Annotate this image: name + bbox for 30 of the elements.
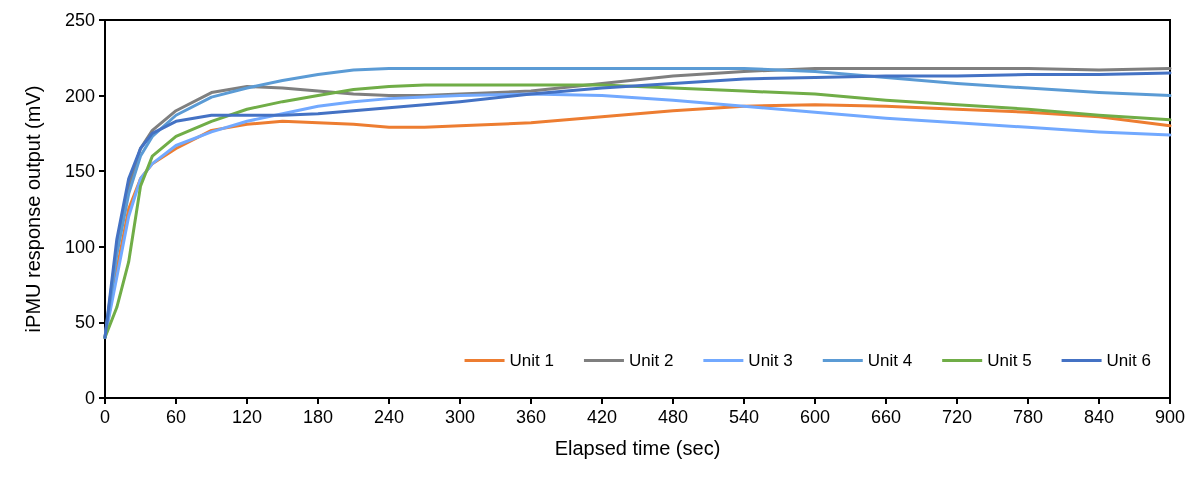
x-tick-label: 360 — [515, 407, 547, 427]
x-tick-label: 60 — [165, 407, 187, 427]
y-tick-label: 0 — [84, 388, 95, 408]
legend-label: Unit 6 — [1106, 351, 1152, 370]
x-tick-label: 780 — [1012, 407, 1044, 427]
legend-label: Unit 3 — [748, 351, 793, 370]
x-tick-label: 600 — [799, 407, 831, 427]
y-axis-title: iPMU response output (mV) — [22, 85, 44, 333]
legend-label: Unit 2 — [628, 351, 674, 370]
x-tick-label: 900 — [1154, 407, 1186, 427]
legend-label: Unit 1 — [509, 351, 554, 370]
legend-label: Unit 5 — [987, 351, 1032, 370]
x-tick-label: 180 — [302, 407, 334, 427]
x-tick-label: 240 — [373, 407, 405, 427]
x-tick-label: 420 — [586, 407, 618, 427]
legend-label: Unit 4 — [867, 351, 913, 370]
x-tick-label: 0 — [99, 407, 111, 427]
y-tick-label: 200 — [64, 85, 95, 106]
y-tick-label: 50 — [74, 312, 95, 333]
x-tick-label: 720 — [941, 407, 973, 427]
x-axis-title: Elapsed time (sec) — [554, 437, 721, 459]
x-tick-label: 480 — [657, 407, 689, 427]
y-tick-label: 150 — [64, 161, 95, 182]
x-tick-label: 840 — [1083, 407, 1115, 427]
x-tick-label: 120 — [231, 407, 263, 427]
x-tick-label: 660 — [870, 407, 902, 427]
y-tick-label: 250 — [64, 10, 95, 30]
x-tick-label: 300 — [444, 407, 476, 427]
y-tick-label: 100 — [64, 236, 95, 257]
x-tick-label: 540 — [728, 407, 760, 427]
